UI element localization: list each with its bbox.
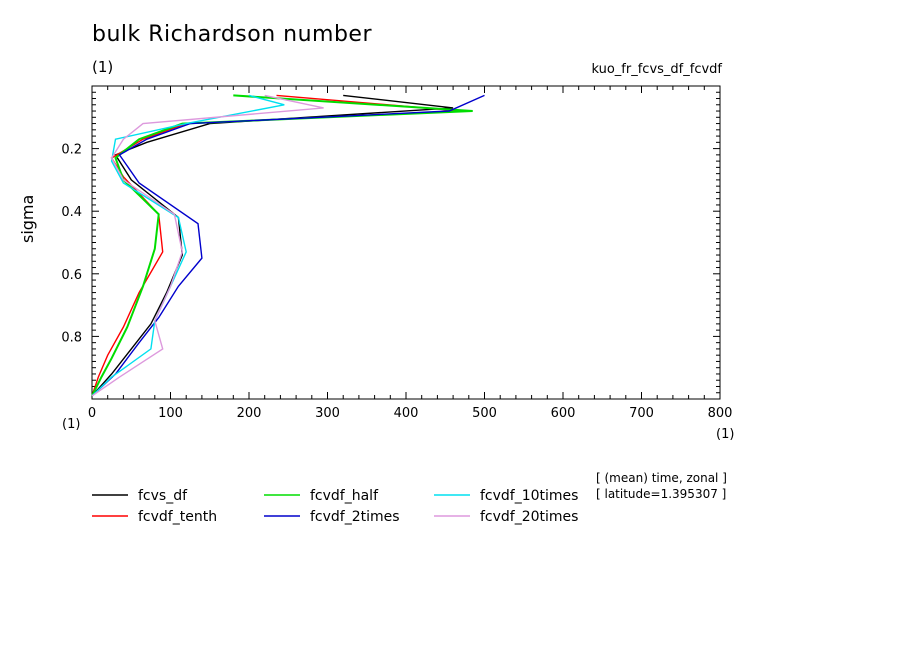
title-unit: (1)	[92, 58, 114, 76]
x-tick-label: 100	[158, 406, 183, 421]
x-tick-label: 0	[88, 406, 96, 421]
series-line-fcvdf-20times	[91, 94, 324, 397]
legend-label-fcvs-df: fcvs_df	[138, 488, 188, 504]
legend-label-fcvdf-2times: fcvdf_2times	[310, 509, 400, 525]
legend-label-fcvdf-10times: fcvdf_10times	[480, 488, 578, 504]
y-tick-label: 0.2	[61, 143, 82, 158]
note-time-zonal: [ (mean) time, zonal ]	[596, 471, 727, 485]
plot-frame	[91, 85, 721, 400]
series-line-fcvdf-half	[91, 94, 473, 397]
x-tick-label: 300	[315, 406, 340, 421]
x-tick-label: 600	[551, 406, 576, 421]
x-tick-label: 200	[237, 406, 262, 421]
legend-label-fcvdf-tenth: fcvdf_tenth	[138, 509, 217, 525]
legend-label-fcvdf-half: fcvdf_half	[310, 488, 379, 504]
run-name: kuo_fr_fcvs_df_fcvdf	[591, 62, 722, 77]
y-tick-label: 0.6	[61, 268, 82, 283]
x-tick-label: 800	[708, 406, 733, 421]
series-line-fcvdf-2times	[91, 94, 485, 397]
x-unit-right: (1)	[716, 427, 735, 442]
note-latitude: [ latitude=1.395307 ]	[596, 487, 727, 501]
series-line-fcvs-df	[91, 94, 454, 397]
x-tick-label: 700	[629, 406, 654, 421]
legend-label-fcvdf-20times: fcvdf_20times	[480, 509, 578, 525]
x-unit-left: (1)	[62, 417, 81, 432]
chart-title: bulk Richardson number	[92, 22, 373, 47]
x-tick-label: 400	[394, 406, 419, 421]
series-line-fcvdf-10times	[91, 94, 285, 397]
y-tick-label: 0.8	[61, 330, 82, 345]
x-tick-label: 500	[472, 406, 497, 421]
y-tick-label: 0.4	[61, 205, 82, 220]
